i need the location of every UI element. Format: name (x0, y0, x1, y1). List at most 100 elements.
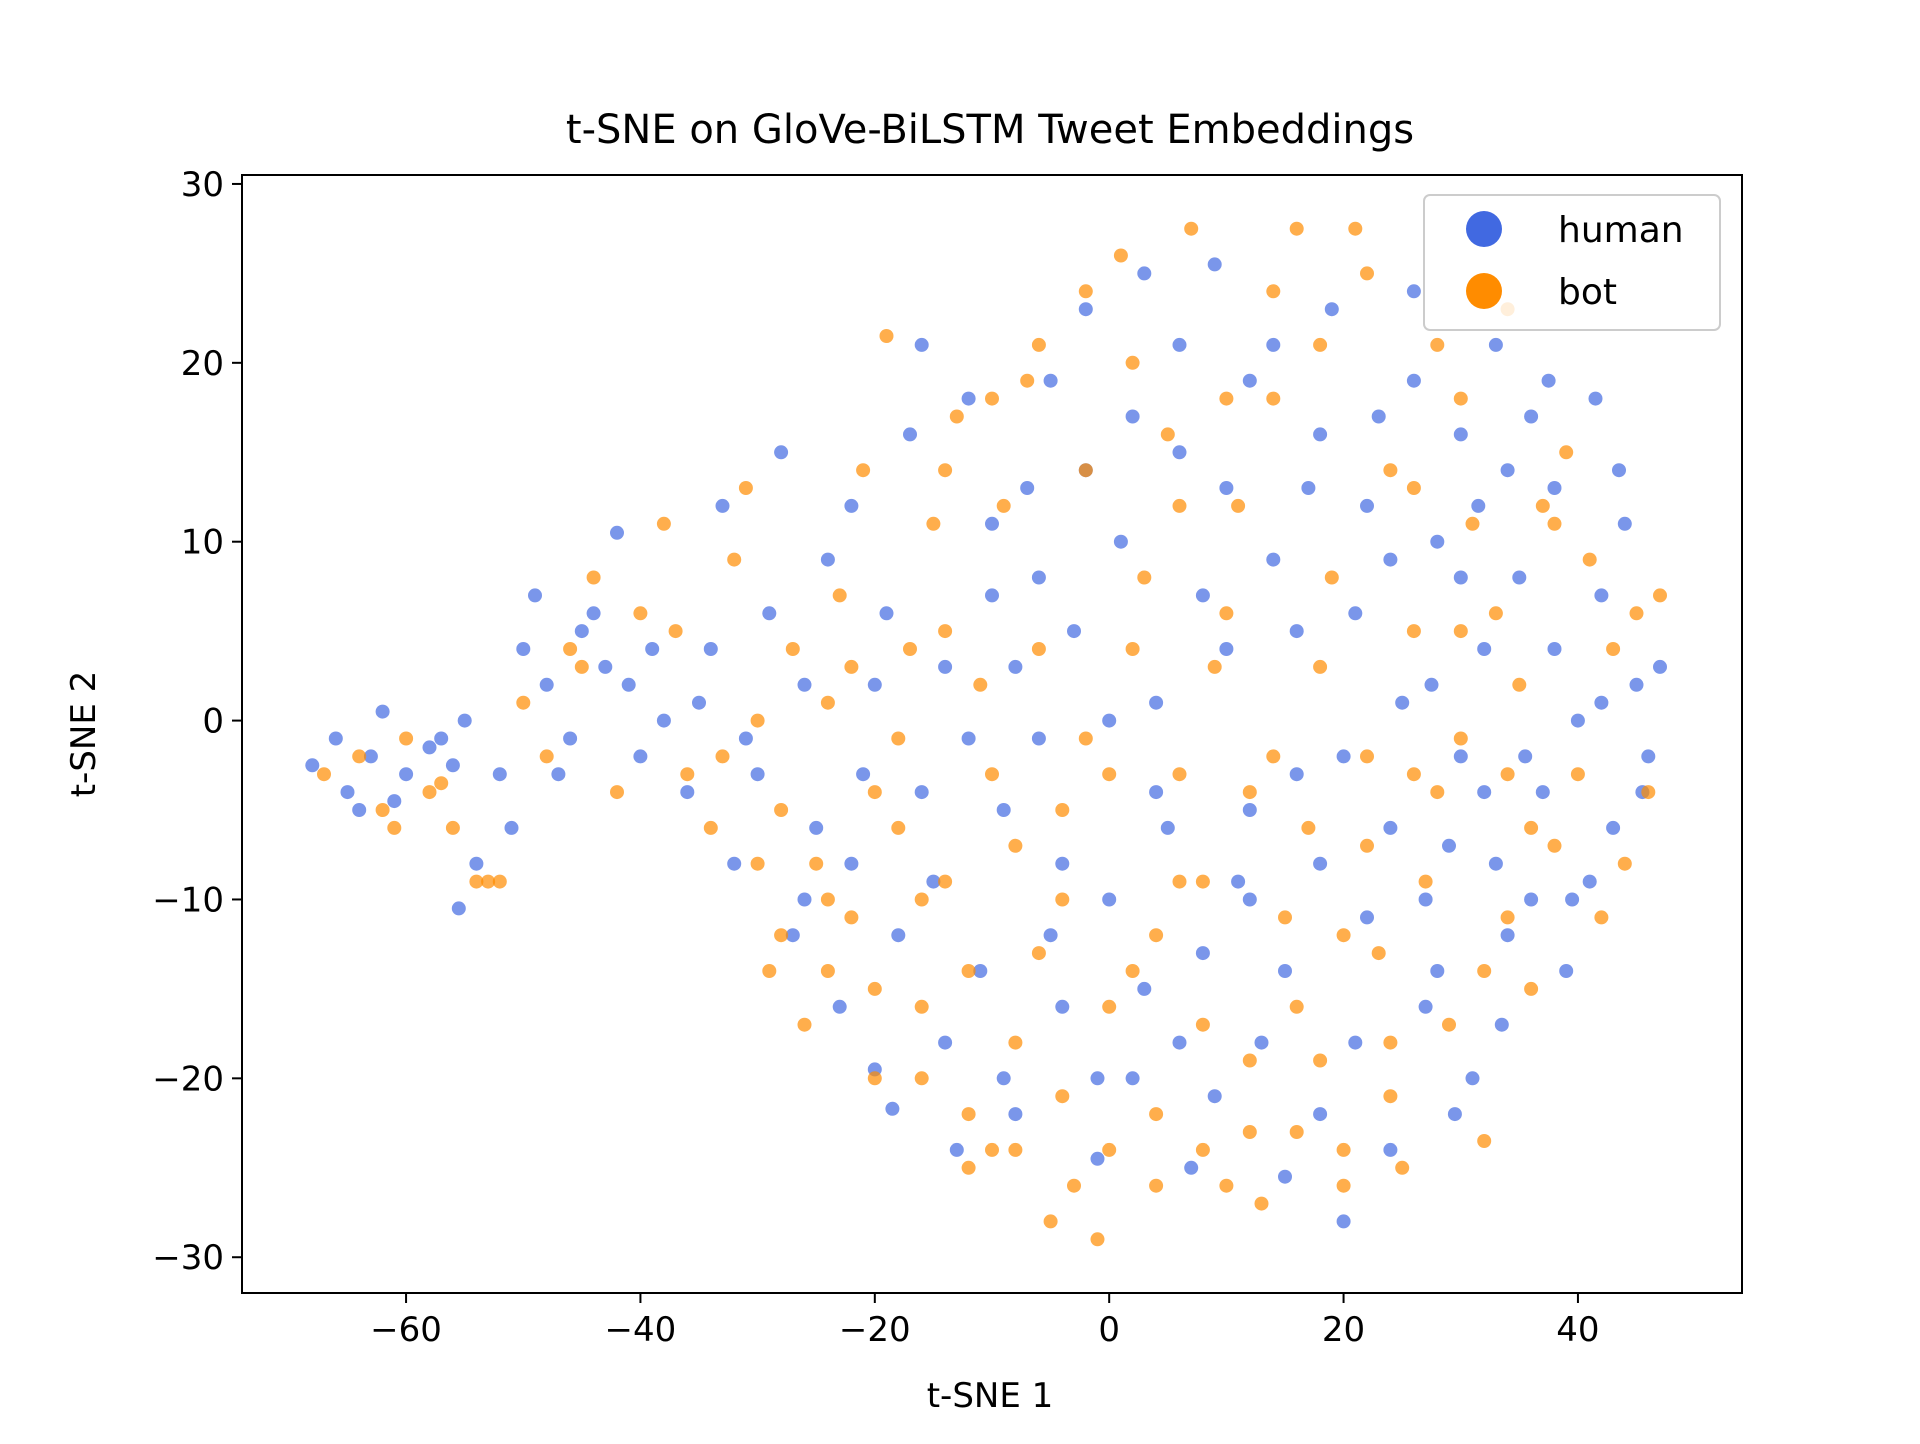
point-bot-137 (1031, 642, 1046, 656)
point-human-27 (762, 606, 777, 621)
point-human-33 (832, 999, 847, 1014)
y-tick-label: −30 (152, 1238, 224, 1278)
point-bot-60 (1231, 498, 1246, 513)
point-bot-116 (1430, 785, 1445, 800)
point-human-12 (516, 642, 531, 656)
point-bot-66 (1301, 820, 1316, 835)
y-tick-label: 20 (181, 344, 224, 384)
point-human-142 (985, 516, 999, 531)
point-bot-52 (1137, 570, 1152, 585)
point-bot-2 (375, 803, 390, 817)
point-human-160 (1055, 856, 1070, 871)
point-human-149 (1313, 427, 1328, 442)
point-bot-31 (891, 820, 906, 835)
point-bot-155 (1055, 1089, 1070, 1104)
point-bot-46 (1067, 1178, 1081, 1193)
point-human-123 (797, 892, 812, 907)
point-human-60 (1149, 695, 1164, 710)
point-bot-80 (1465, 516, 1480, 531)
point-human-1 (328, 731, 343, 746)
point-bot-150 (820, 964, 835, 978)
point-bot-84 (1512, 677, 1527, 692)
x-axis-ticks: −60 −40 −20 0 20 40 (370, 1293, 1600, 1350)
point-bot-40 (996, 498, 1011, 513)
point-human-115 (387, 794, 402, 809)
point-bot-142 (1266, 749, 1281, 764)
point-bot-3 (399, 731, 414, 746)
point-human-19 (621, 677, 636, 692)
point-bot-160 (1289, 1125, 1304, 1139)
point-human-161 (1102, 713, 1117, 728)
point-bot-79 (1453, 731, 1468, 746)
point-human-128 (1043, 928, 1058, 943)
point-bot-110 (1149, 928, 1164, 943)
point-human-23 (703, 642, 718, 656)
point-human-61 (1160, 820, 1175, 835)
y-tick-label: 0 (202, 702, 224, 742)
point-bot-63 (1266, 391, 1281, 406)
point-human-127 (996, 1071, 1011, 1086)
point-bot-91 (1594, 910, 1609, 925)
point-human-145 (1125, 409, 1140, 424)
point-bot-78 (1442, 1017, 1456, 1032)
point-human-137 (1383, 820, 1398, 835)
point-human-106 (1588, 391, 1603, 406)
point-human-26 (750, 767, 765, 782)
point-human-0 (305, 758, 320, 773)
point-human-80 (1383, 1142, 1398, 1157)
point-bot-71 (1360, 749, 1374, 764)
point-human-147 (1219, 481, 1234, 495)
point-human-22 (680, 785, 695, 800)
point-human-42 (938, 659, 953, 674)
point-bot-69 (1336, 1178, 1351, 1193)
point-bot-37 (961, 1107, 976, 1122)
point-human-163 (1195, 588, 1210, 603)
y-axis-label: t-SNE 2 (64, 671, 104, 798)
point-bot-99 (481, 874, 496, 889)
point-human-112 (1447, 1107, 1462, 1122)
point-human-139 (1453, 749, 1468, 764)
point-human-101 (1629, 677, 1644, 692)
legend-marker-human (1466, 211, 1502, 247)
point-human-83 (1418, 999, 1433, 1014)
point-human-110 (1494, 1017, 1509, 1032)
point-bot-86 (1535, 498, 1550, 513)
point-human-165 (1289, 624, 1304, 639)
point-bot-124 (1172, 498, 1187, 513)
point-human-10 (469, 856, 484, 871)
point-human-46 (985, 588, 999, 603)
point-human-55 (1090, 1151, 1105, 1166)
point-human-18 (610, 525, 624, 540)
point-human-40 (914, 337, 929, 352)
point-human-166 (1336, 749, 1351, 764)
point-human-92 (1524, 409, 1539, 424)
point-human-71 (1278, 1169, 1292, 1184)
point-human-167 (1383, 552, 1398, 567)
point-human-63 (1184, 1160, 1199, 1175)
point-bot-148 (750, 856, 765, 871)
x-tick-label: 20 (1322, 1310, 1365, 1350)
point-human-133 (1242, 892, 1257, 907)
point-bot-39 (985, 1142, 999, 1157)
point-human-164 (1242, 803, 1257, 817)
point-human-151 (1406, 373, 1421, 388)
point-human-56 (1102, 892, 1117, 907)
point-bot-103 (820, 892, 835, 907)
point-bot-129 (1406, 481, 1421, 495)
point-bot-107 (1008, 1035, 1023, 1050)
point-bot-76 (1418, 874, 1433, 889)
y-tick-label: 10 (181, 523, 224, 563)
point-bot-120 (985, 391, 999, 406)
point-human-69 (1254, 1035, 1269, 1050)
point-human-158 (961, 731, 976, 746)
point-bot-48 (1090, 1232, 1105, 1247)
point-bot-8 (516, 695, 531, 710)
point-human-64 (1195, 946, 1210, 961)
point-human-13 (528, 588, 542, 603)
x-tick-label: 40 (1556, 1310, 1599, 1350)
point-bot-5 (445, 820, 460, 835)
point-human-62 (1172, 445, 1187, 460)
point-bot-81 (1477, 1134, 1492, 1148)
point-human-86 (1453, 427, 1468, 442)
y-tick-label: −20 (152, 1059, 224, 1099)
